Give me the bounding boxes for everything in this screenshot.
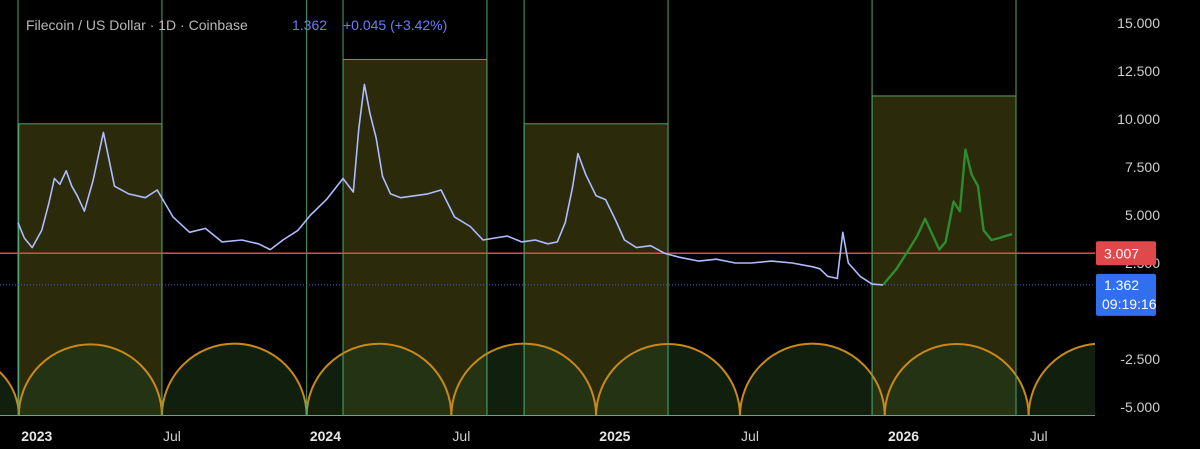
y-tick-label: 7.500 <box>1125 159 1160 175</box>
x-tick-label: Jul <box>163 428 181 444</box>
y-tick-label: -2.500 <box>1120 351 1160 367</box>
cycle-arc-8 <box>883 343 1030 416</box>
chart-price-change: +0.045 (+3.42%) <box>343 17 447 33</box>
current-price-label: 1.362 <box>1104 277 1139 293</box>
current-price-badge <box>1096 273 1156 316</box>
price-series-line <box>17 83 884 286</box>
cycle-arc-9 <box>1027 342 1095 416</box>
cycle-arc-3 <box>160 342 308 416</box>
y-tick-label: 15.000 <box>1117 15 1160 31</box>
y-tick-label: -5.000 <box>1120 399 1160 415</box>
chart-current-price: 1.362 <box>292 17 327 33</box>
x-tick-label: Jul <box>452 428 470 444</box>
resistance-price-badge <box>1096 241 1156 266</box>
x-tick-label: 2026 <box>888 428 919 444</box>
resistance-price-label: 3.007 <box>1104 245 1139 261</box>
cycle-arc-2 <box>17 343 163 416</box>
y-tick-label: 12.500 <box>1117 63 1160 79</box>
x-tick-label: 2024 <box>310 428 341 444</box>
y-tick-label: 10.000 <box>1117 111 1160 127</box>
y-tick-label: 5.000 <box>1125 207 1160 223</box>
projection-series-line <box>882 148 1013 286</box>
cycle-arc-7 <box>739 342 886 416</box>
chart-symbol-title: Filecoin / US Dollar · 1D · Coinbase <box>26 17 248 33</box>
current-price-countdown: 09:19:16 <box>1102 296 1157 312</box>
x-tick-label: Jul <box>741 428 759 444</box>
x-tick-label: 2025 <box>599 428 630 444</box>
x-tick-label: 2023 <box>21 428 52 444</box>
x-tick-label: Jul <box>1030 428 1048 444</box>
cycle-arc-1 <box>0 370 20 416</box>
